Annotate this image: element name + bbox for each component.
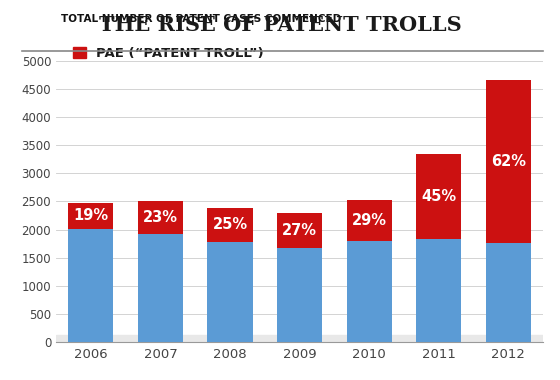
Bar [416,239,461,342]
Bar [207,242,253,342]
Bar [68,229,114,342]
Bar [486,81,531,242]
Bar [138,234,183,342]
Bar [347,241,392,342]
Bar [56,335,543,342]
Text: 45%: 45% [421,189,456,204]
Bar [347,200,392,241]
Text: TOTAL NUMBER OF PATENT CASES COMMENCED: TOTAL NUMBER OF PATENT CASES COMMENCED [61,14,341,24]
Text: 29%: 29% [352,213,387,228]
Bar [416,154,461,239]
Bar [138,201,183,234]
Text: 23%: 23% [143,210,178,225]
Text: 19%: 19% [73,208,109,223]
Text: 27%: 27% [282,223,317,238]
Legend: PAE (“PATENT TROLL”): PAE (“PATENT TROLL”) [67,42,269,66]
Bar [207,208,253,242]
Bar [486,242,531,342]
Text: 25%: 25% [212,217,248,233]
Text: 62%: 62% [491,154,526,169]
Bar [68,203,114,229]
Bar [277,213,322,248]
Bar [277,248,322,342]
Text: THE RISE OF PATENT TROLLS: THE RISE OF PATENT TROLLS [99,15,461,35]
